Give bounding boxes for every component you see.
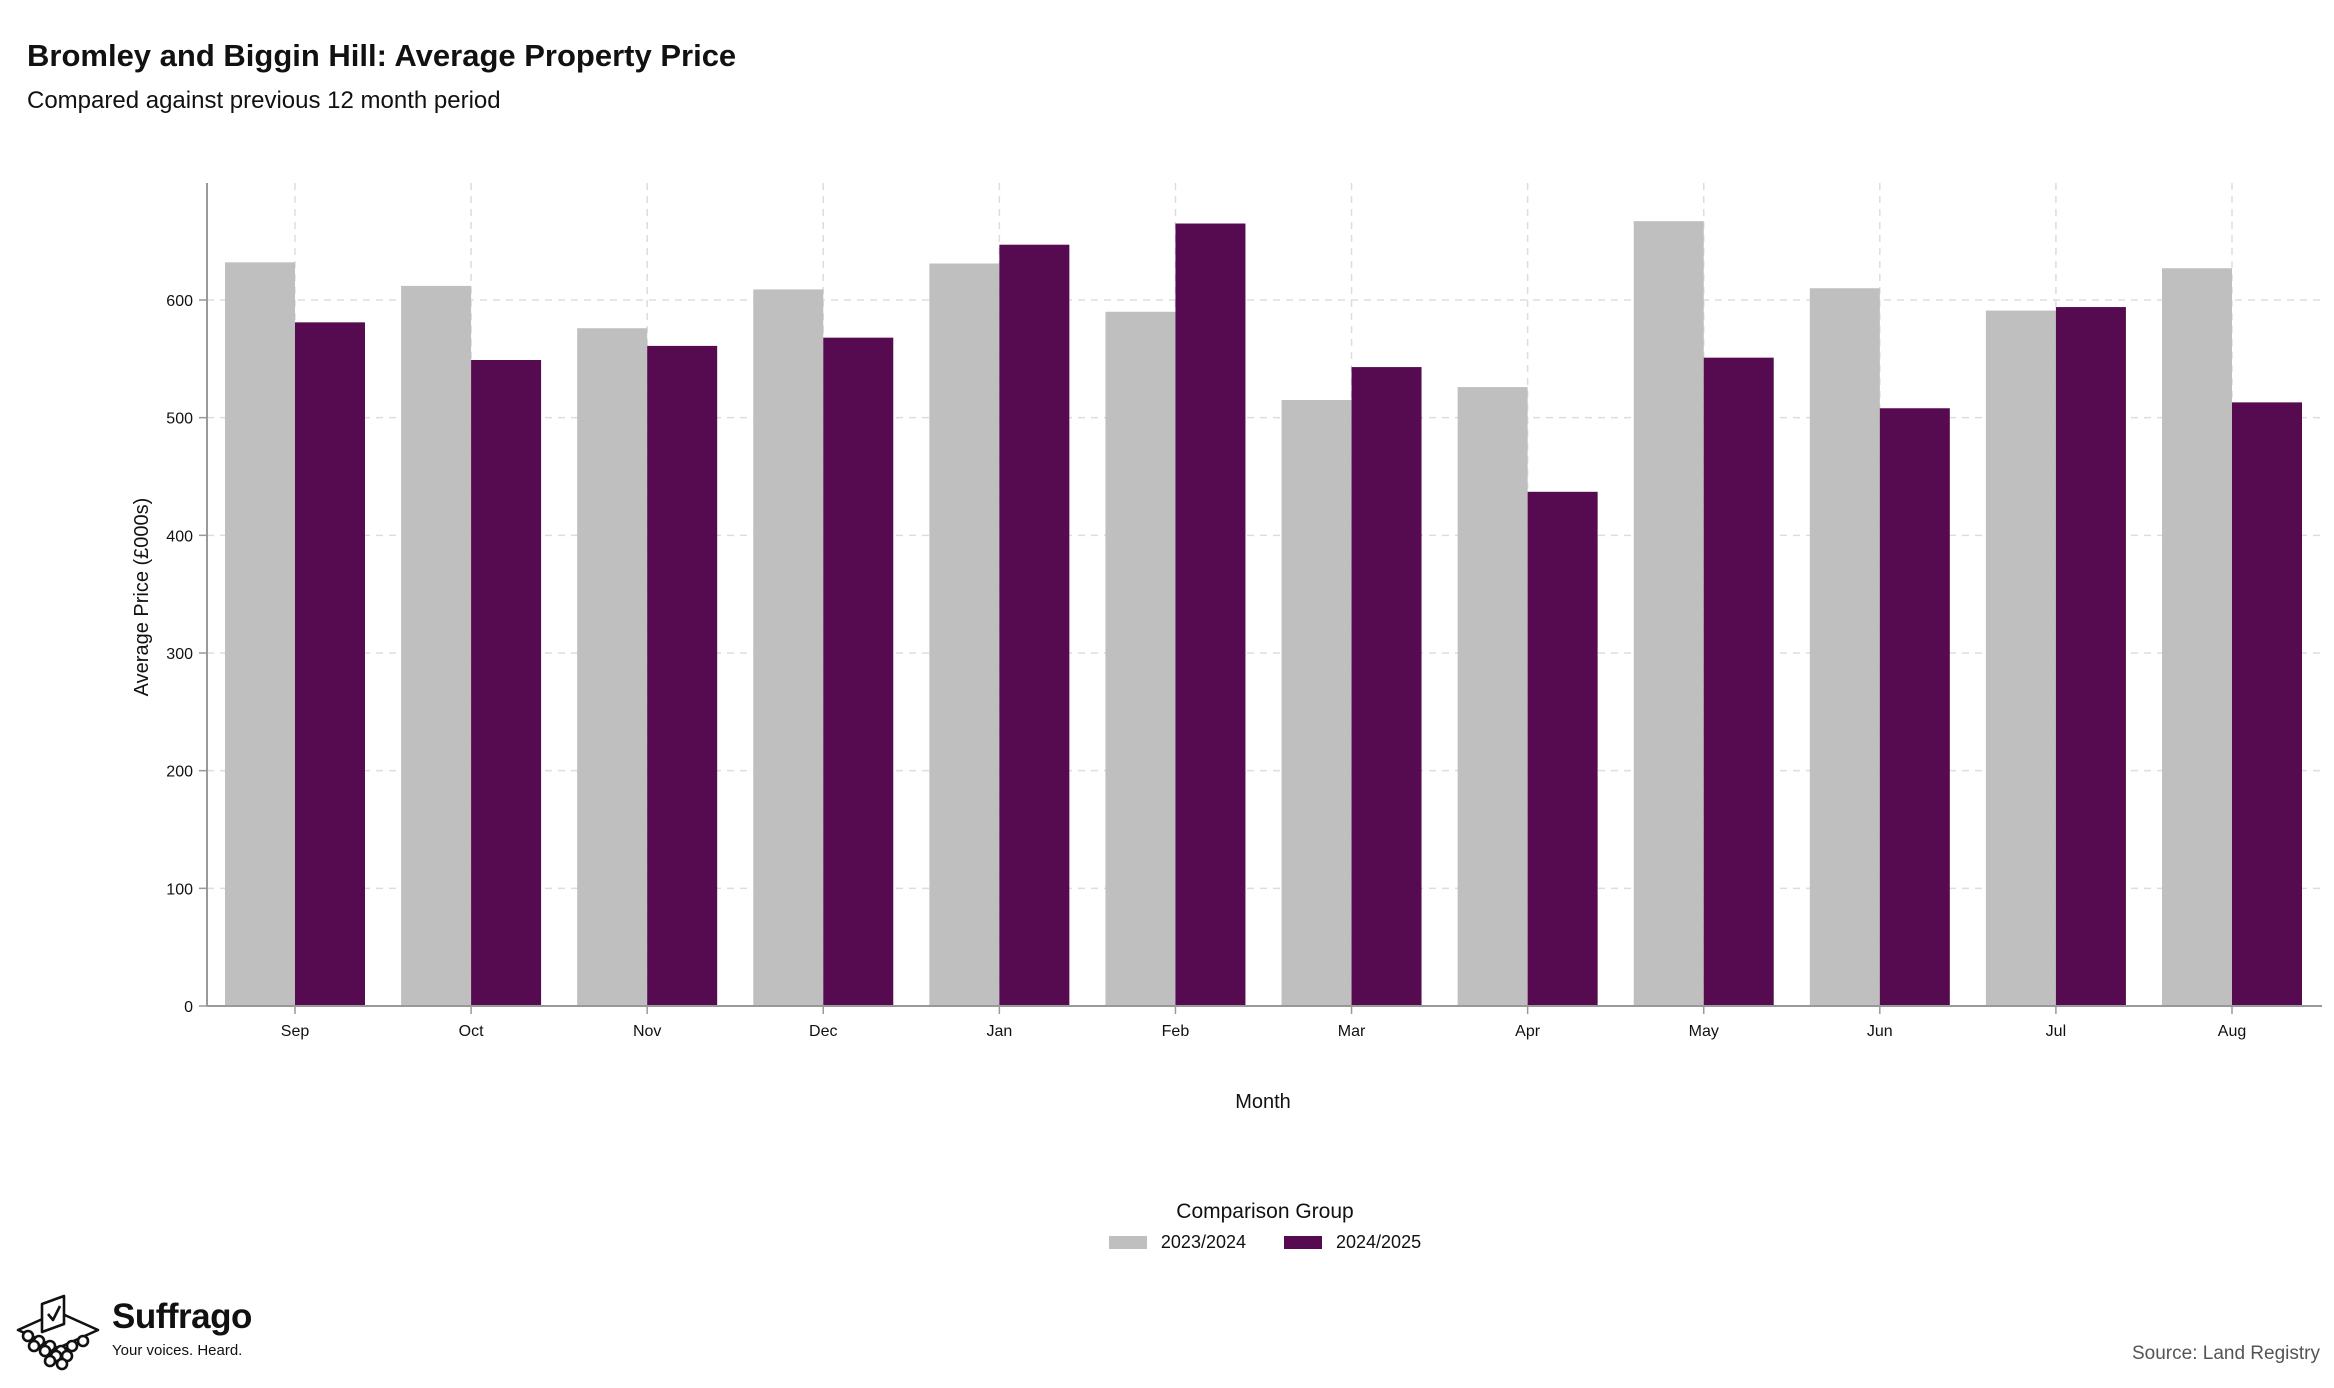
legend-swatch-2024-2025	[1284, 1236, 1322, 1249]
logo-name: Suffrago	[112, 1297, 252, 1336]
bar-2023-2024-aug	[2162, 268, 2232, 1007]
bar-2024-2025-nov	[647, 345, 718, 1006]
y-tick-label: 400	[166, 528, 193, 545]
legend-item-2023-2024: 2023/2024	[1108, 1232, 1246, 1253]
axes	[199, 183, 2322, 1014]
y-tick-label: 0	[184, 999, 193, 1016]
bar-2024-2025-mar	[1351, 367, 1422, 1006]
bar-2024-2025-may	[1703, 357, 1774, 1006]
bar-2024-2025-oct	[471, 360, 542, 1006]
bar-2023-2024-jul	[1985, 310, 2056, 1007]
bar-2024-2025-aug	[2232, 402, 2302, 1006]
bar-2023-2024-may	[1633, 221, 1704, 1006]
x-tick-label-apr: Apr	[1515, 1023, 1541, 1040]
y-tick-label: 500	[166, 411, 193, 428]
x-tick-label-nov: Nov	[633, 1023, 661, 1040]
x-tick-label-jun: Jun	[1867, 1023, 1893, 1040]
bar-2023-2024-jan	[929, 263, 1000, 1007]
legend-label-2023-2024: 2023/2024	[1160, 1232, 1246, 1252]
x-tick-label-aug: Aug	[2218, 1023, 2246, 1040]
logo-tagline: Your voices. Heard.	[112, 1342, 243, 1359]
legend-swatch-2023-2024	[1108, 1236, 1147, 1249]
bar-2023-2024-oct	[401, 285, 472, 1006]
legend: Comparison Group 2023/2024 2024/2025	[1000, 1200, 1530, 1253]
bar-2023-2024-apr	[1457, 387, 1528, 1006]
y-tick-label: 200	[166, 764, 193, 781]
y-tick-label: 300	[166, 646, 193, 663]
y-tick-label: 100	[166, 881, 193, 898]
x-tick-label-oct: Oct	[459, 1023, 484, 1040]
bar-2023-2024-sep	[225, 262, 295, 1006]
chart-title: Bromley and Biggin Hill: Average Propert…	[27, 38, 737, 73]
x-axis-title: Month	[1235, 1091, 1291, 1113]
bar-2024-2025-apr	[1527, 491, 1598, 1007]
bar-2024-2025-jun	[1879, 408, 1950, 1007]
x-tick-label-jan: Jan	[986, 1023, 1012, 1040]
x-tick-label-dec: Dec	[809, 1023, 837, 1040]
source-note: Source: Land Registry	[2132, 1343, 2320, 1364]
bar-2024-2025-jan	[999, 244, 1070, 1007]
x-tick-label-feb: Feb	[1162, 1023, 1190, 1040]
bar-2024-2025-dec	[823, 337, 894, 1006]
bar-2024-2025-jul	[2055, 307, 2126, 1006]
bar-2024-2025-feb	[1175, 223, 1246, 1006]
bar-2024-2025-sep	[295, 322, 365, 1006]
tick-labels: 0 100 200 300 400 500 600 Sep Oct Nov Dec Jan Feb Mar…	[166, 293, 2246, 1040]
x-tick-label-jul: Jul	[2046, 1023, 2066, 1040]
y-axis-title: Average Price (£000s)	[131, 498, 153, 697]
x-tick-label-mar: Mar	[1338, 1023, 1366, 1040]
logo: Suffrago Your voices. Heard.	[12, 1290, 252, 1374]
x-tick-label-may: May	[1689, 1023, 1719, 1040]
bar-2023-2024-dec	[753, 289, 824, 1006]
bar-2023-2024-jun	[1809, 288, 1880, 1006]
bars	[225, 221, 2302, 1007]
x-tick-label-sep: Sep	[281, 1023, 310, 1040]
bar-2023-2024-feb	[1105, 311, 1176, 1006]
legend-item-2024-2025: 2024/2025	[1284, 1232, 1421, 1253]
chart-subtitle: Compared against previous 12 month perio…	[27, 87, 501, 114]
y-tick-label: 600	[166, 293, 193, 310]
grid-lines	[207, 183, 2322, 1006]
bar-2023-2024-nov	[577, 328, 648, 1006]
legend-items: 2023/2024 2024/2025	[1000, 1232, 1530, 1253]
legend-label-2024-2025: 2024/2025	[1336, 1232, 1422, 1252]
bar-2023-2024-mar	[1281, 400, 1352, 1006]
legend-title: Comparison Group	[1176, 1200, 1354, 1223]
ballot-box-icon	[16, 1294, 100, 1371]
